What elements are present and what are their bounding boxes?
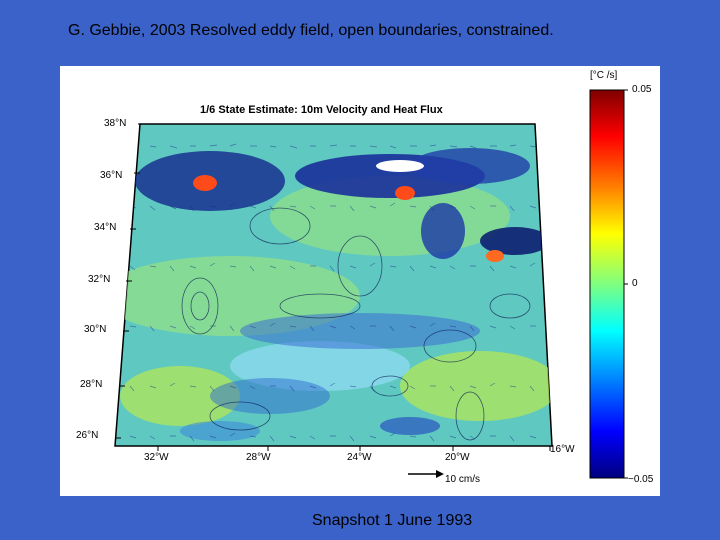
heat-flux-patches: [115, 143, 552, 442]
lat-label-26n: 26°N: [76, 430, 99, 441]
velocity-vectors: [129, 143, 538, 442]
figure-panel: 1/6 State Estimate: 10m Velocity and Hea…: [60, 66, 660, 496]
colorbar: [589, 89, 625, 479]
colorbar-tick-max: 0.05: [632, 84, 652, 95]
lon-label-16w: 16°W: [550, 444, 575, 455]
map-ticks: [115, 123, 551, 451]
plot-title: 1/6 State Estimate: 10m Velocity and Hea…: [200, 104, 443, 116]
slide-title: G. Gebbie, 2003 Resolved eddy field, ope…: [68, 22, 554, 39]
lon-label-24w: 24°W: [347, 452, 372, 463]
colorbar-tick-zero: 0: [632, 278, 638, 289]
lon-label-28w: 28°W: [246, 452, 271, 463]
lat-label-32n: 32°N: [88, 274, 111, 285]
colorbar-unit: [°C /s]: [590, 70, 618, 81]
figure-svg: [114, 89, 628, 479]
lat-label-34n: 34°N: [94, 222, 117, 233]
lat-label-38n: 38°N: [104, 118, 127, 129]
lat-label-28n: 28°N: [80, 379, 103, 390]
colorbar-tick-min: −0.05: [628, 474, 654, 485]
lat-label-36n: 36°N: [100, 170, 123, 181]
lon-label-32w: 32°W: [144, 452, 169, 463]
lat-label-30n: 30°N: [84, 324, 107, 335]
slide-caption: Snapshot 1 June 1993: [312, 512, 473, 529]
scale-arrow-label: 10 cm/s: [445, 474, 481, 485]
lon-label-20w: 20°W: [445, 452, 470, 463]
